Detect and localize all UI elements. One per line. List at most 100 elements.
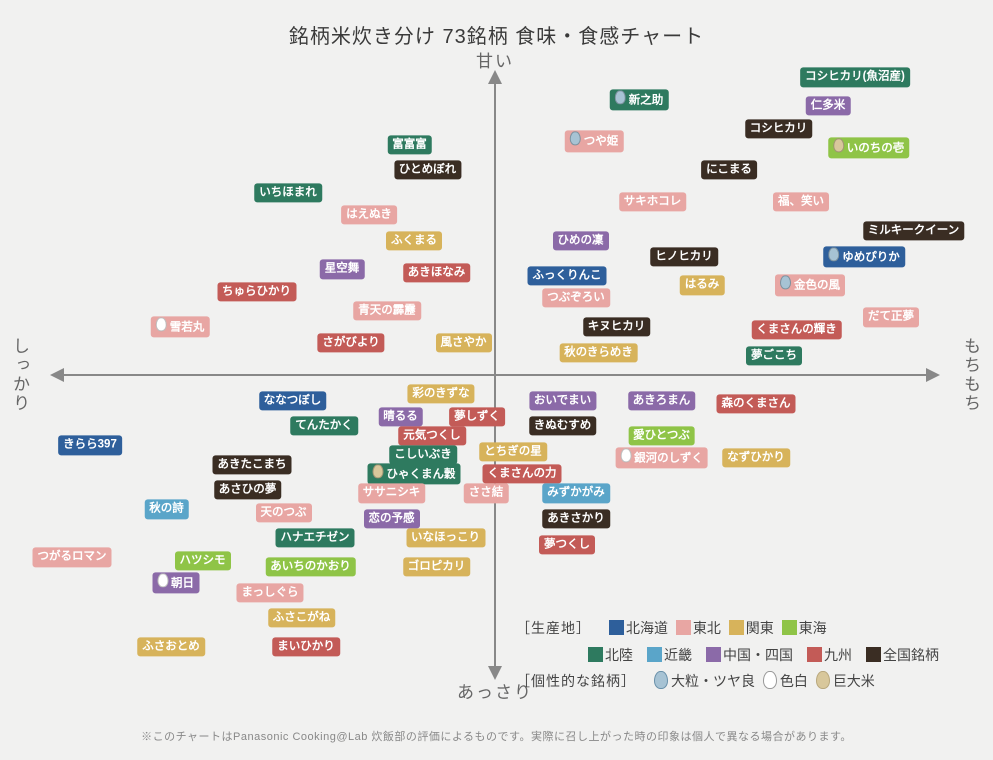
rice-tag: ヒノヒカリ bbox=[650, 247, 718, 266]
rice-tag: まっしぐら bbox=[236, 583, 303, 602]
rice-label: あきたこまち bbox=[218, 458, 287, 470]
special-dot bbox=[570, 132, 581, 146]
rice-tag: 青天の霹靂 bbox=[353, 301, 421, 320]
rice-label: つぶぞろい bbox=[547, 292, 605, 304]
rice-tag: ハツシモ bbox=[175, 551, 231, 570]
rice-tag: ふさおとめ bbox=[137, 637, 205, 656]
rice-label: つや姫 bbox=[584, 136, 619, 148]
legend-text: 関東 bbox=[746, 620, 774, 636]
legend-text: 東北 bbox=[693, 620, 721, 636]
rice-label: 秋のきらめき bbox=[564, 346, 633, 358]
rice-tag: 森のくまさん bbox=[717, 394, 796, 413]
rice-label: まっしぐら bbox=[241, 586, 298, 598]
axis-label-left: しっかり bbox=[7, 337, 32, 413]
rice-tag: ひゃくまん穀 bbox=[368, 464, 461, 485]
rice-label: くまさんの力 bbox=[488, 468, 557, 480]
rice-label: 金色の風 bbox=[794, 280, 840, 292]
rice-label: 新之助 bbox=[629, 94, 664, 106]
rice-label: ふさおとめ bbox=[142, 640, 200, 652]
rice-tag: 天のつぶ bbox=[256, 503, 312, 522]
rice-tag: キヌヒカリ bbox=[583, 317, 651, 336]
rice-tag: とちぎの星 bbox=[479, 442, 547, 461]
legend-shape bbox=[763, 671, 777, 689]
rice-label: いちほまれ bbox=[259, 186, 317, 198]
rice-tag: 恋の予感 bbox=[364, 509, 420, 528]
rice-tag: 元気つくし bbox=[398, 426, 466, 445]
rice-tag: なずひかり bbox=[722, 449, 790, 468]
legend-item: 全国銘柄 bbox=[866, 642, 939, 669]
rice-tag: ササニシキ bbox=[358, 484, 426, 503]
rice-tag: 雪若丸 bbox=[151, 316, 210, 337]
rice-label: くまさんの輝き bbox=[756, 324, 837, 336]
rice-label: ふさこがね bbox=[273, 612, 331, 624]
rice-label: いのちの壱 bbox=[847, 142, 905, 154]
rice-tag: こしいぶき bbox=[389, 445, 457, 464]
rice-tag: 夢しずく bbox=[449, 407, 505, 426]
rice-tag: 愛ひとつぶ bbox=[628, 426, 695, 445]
rice-tag: 富富富 bbox=[387, 135, 432, 154]
rice-tag: ささ結 bbox=[464, 484, 509, 503]
rice-tag: 晴るる bbox=[378, 407, 423, 426]
rice-label: つがるロマン bbox=[38, 551, 107, 563]
rice-tag: くまさんの輝き bbox=[751, 321, 842, 340]
rice-label: ささ結 bbox=[469, 487, 504, 499]
legend-item: 北海道 bbox=[609, 620, 668, 636]
rice-tag: つや姫 bbox=[565, 131, 624, 152]
rice-tag: きらら397 bbox=[58, 436, 122, 455]
rice-label: きぬむすめ bbox=[534, 420, 592, 432]
rice-label: みずかがみ bbox=[547, 487, 605, 499]
rice-tag: ふっくりんこ bbox=[528, 266, 607, 285]
rice-tag: いちほまれ bbox=[254, 183, 322, 202]
rice-label: にこまる bbox=[706, 164, 752, 176]
rice-tag: 風さやか bbox=[436, 333, 492, 352]
rice-tag: あきたこまち bbox=[213, 455, 292, 474]
rice-label: 彩のきずな bbox=[412, 388, 469, 400]
rice-tag: ゆめぴりか bbox=[823, 246, 905, 267]
legend-text: 色白 bbox=[780, 673, 808, 689]
legend-text: 北陸 bbox=[605, 647, 633, 663]
rice-tag: はえぬき bbox=[341, 205, 397, 224]
rice-label: てんたかく bbox=[295, 420, 353, 432]
rice-tag: 朝日 bbox=[152, 572, 199, 593]
special-dot bbox=[157, 573, 168, 587]
rice-tag: 金色の風 bbox=[775, 275, 845, 296]
special-dot bbox=[615, 90, 626, 104]
rice-tag: いなほっこり bbox=[406, 529, 485, 548]
legend-regions-row2: 北陸 近畿 中国・四国 九州 全国銘柄 bbox=[588, 642, 943, 669]
rice-tag: ひとめぼれ bbox=[394, 161, 461, 180]
special-dot bbox=[833, 138, 844, 152]
rice-tag: ハナエチゼン bbox=[276, 529, 355, 548]
rice-label: なずひかり bbox=[727, 452, 785, 464]
rice-label: だて正夢 bbox=[868, 311, 914, 323]
legend-shape bbox=[816, 671, 830, 689]
rice-tag: いのちの壱 bbox=[828, 137, 910, 158]
legend-swatch bbox=[706, 647, 721, 662]
rice-label: 元気つくし bbox=[403, 429, 461, 441]
rice-tag: おいでまい bbox=[529, 391, 596, 410]
rice-label: 夢つくし bbox=[544, 538, 590, 550]
axes bbox=[45, 55, 945, 695]
rice-tag: てんたかく bbox=[290, 417, 358, 436]
rice-label: キヌヒカリ bbox=[588, 320, 646, 332]
legend-special-item: 色白 bbox=[763, 673, 808, 689]
rice-label: 銀河のしずく bbox=[634, 453, 703, 465]
rice-label: ちゅらひかり bbox=[222, 285, 291, 297]
rice-tag: くまさんの力 bbox=[483, 465, 562, 484]
legend-special-item: 大粒・ツヤ良 bbox=[654, 673, 755, 689]
rice-label: サキホコレ bbox=[624, 196, 682, 208]
rice-label: 富富富 bbox=[392, 138, 427, 150]
rice-label: おいでまい bbox=[534, 394, 591, 406]
rice-tag: つがるロマン bbox=[33, 548, 112, 567]
rice-tag: サキホコレ bbox=[619, 193, 687, 212]
legend: ［生産地］ 北海道 東北 関東 東海 北陸 近畿 中国・四国 九州 全国銘柄 ［… bbox=[516, 615, 943, 695]
rice-label: コシヒカリ(魚沼産) bbox=[805, 71, 905, 83]
rice-label: ミルキークイーン bbox=[868, 224, 959, 236]
special-dot bbox=[780, 276, 791, 290]
rice-label: こしいぶき bbox=[394, 448, 452, 460]
rice-label: 天のつぶ bbox=[261, 506, 307, 518]
special-dot bbox=[373, 465, 384, 479]
rice-tag: ななつぼし bbox=[259, 391, 327, 410]
axis-label-right: もちもち bbox=[958, 337, 983, 413]
legend-swatch bbox=[609, 620, 624, 635]
rice-label: いなほっこり bbox=[411, 532, 480, 544]
